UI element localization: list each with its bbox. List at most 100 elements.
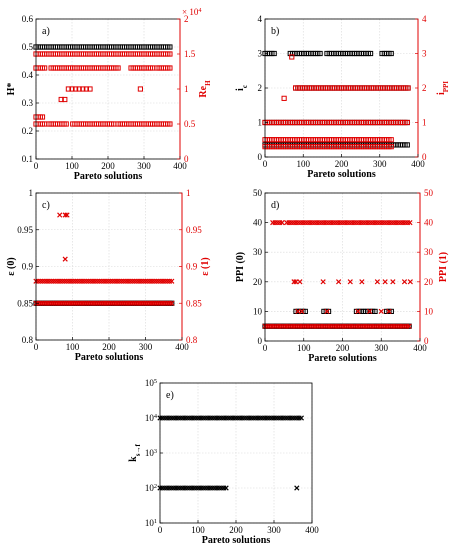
x-tick-label: 400	[173, 161, 187, 171]
data-point	[382, 279, 388, 285]
data-point	[65, 86, 72, 92]
x-tick-label: 400	[305, 525, 319, 535]
y-axis-label: ε (0)	[6, 257, 17, 275]
data-point	[169, 278, 175, 284]
data-point	[347, 279, 353, 285]
data-band	[262, 144, 394, 150]
data-point	[359, 279, 365, 285]
data-point	[317, 50, 323, 57]
x-tick-label: 300	[267, 525, 281, 535]
right-axis-exponent: × 104	[182, 7, 202, 18]
data-point	[73, 86, 79, 92]
y-tick-label: 0.8	[22, 335, 34, 345]
data-point	[294, 485, 300, 491]
chart-panel-d: 0 100 200 300 4000102030405001020304050d)Par…	[235, 188, 449, 364]
x-tick-label: 400	[175, 342, 189, 352]
y-tick-label: 10	[253, 306, 263, 316]
y-tick-label: 1	[29, 188, 34, 198]
data-point	[167, 51, 173, 57]
panel-label: e)	[166, 390, 174, 401]
data-point	[39, 114, 46, 120]
y-right-tick-label: 3	[422, 49, 427, 59]
y-tick-label: 0	[258, 336, 263, 346]
data-point	[291, 279, 297, 285]
y-tick-label: 1	[258, 118, 263, 128]
series-c-1	[33, 212, 175, 306]
data-band	[33, 278, 175, 284]
y-tick-label: 0.95	[17, 225, 33, 235]
y-tick-label: 0.2	[22, 126, 33, 136]
data-point	[367, 308, 373, 315]
y-right-tick-label: 20	[424, 277, 434, 287]
y-right-tick-label: 1	[184, 84, 189, 94]
x-tick-label: 200	[229, 525, 243, 535]
panel-label: a)	[42, 26, 50, 37]
data-point	[69, 86, 75, 92]
y-right-tick-label: 0.8	[186, 335, 198, 345]
data-point	[115, 65, 121, 71]
data-point	[64, 212, 70, 218]
y-right-tick-label: 0.9	[186, 262, 198, 272]
data-point	[80, 86, 86, 92]
data-point	[336, 279, 342, 285]
data-point	[58, 96, 64, 103]
y-tick-label: 0.6	[22, 14, 34, 24]
y-tick-label: 50	[253, 188, 263, 198]
y-right-tick-label: 50	[424, 188, 434, 198]
data-band	[33, 51, 173, 57]
y-right-tick-label: 1.5	[184, 49, 196, 59]
data-point	[281, 95, 287, 101]
data-band	[33, 65, 173, 71]
y-tick-label: 104	[145, 413, 158, 424]
x-tick-label: 100	[297, 343, 311, 353]
y-tick-label: 101	[145, 518, 157, 529]
data-point	[83, 86, 90, 92]
x-tick-label: 0	[263, 159, 268, 169]
data-point	[167, 44, 173, 50]
data-point	[62, 256, 68, 262]
data-point	[167, 65, 173, 71]
chart-panel-e: 0 100 200 300 400 101 102 103 104 105 e) Pareto sol…	[128, 378, 319, 547]
data-point	[404, 119, 410, 126]
data-point	[299, 308, 305, 315]
x-tick-label: 100	[297, 159, 311, 169]
data-point	[289, 54, 295, 60]
data-point	[279, 219, 285, 226]
x-tick-label: 0	[34, 161, 39, 171]
y-tick-label: 103	[145, 448, 157, 459]
y-right-tick-label: 1	[186, 188, 191, 198]
x-tick-label: 300	[375, 343, 389, 353]
y-right-tick-label: 30	[424, 247, 434, 257]
data-point	[388, 144, 394, 150]
x-axis-label: Pareto solutions	[202, 535, 271, 546]
y-right-tick-label: 1	[422, 118, 427, 128]
x-tick-label: 200	[102, 342, 116, 352]
data-band	[33, 300, 175, 306]
x-tick-label: 300	[137, 161, 151, 171]
x-axis-label: Pareto solutions	[308, 353, 377, 364]
data-point	[405, 85, 411, 91]
y-right-tick-label: 0.5	[184, 119, 196, 129]
x-tick-label: 100	[65, 161, 79, 171]
data-point	[407, 279, 413, 285]
x-tick-label: 0	[158, 525, 163, 535]
y-right-tick-label: 0	[424, 336, 429, 346]
x-tick-label: 300	[139, 342, 153, 352]
x-tick-label: 300	[373, 159, 387, 169]
y-axis-label: ic	[235, 85, 249, 91]
data-point	[76, 86, 82, 92]
x-tick-label: 100	[66, 342, 80, 352]
y-right-axis-label: ε (1)	[200, 257, 211, 275]
y-right-tick-label: 4	[422, 14, 427, 24]
data-point	[137, 86, 144, 92]
y-right-tick-label: 10	[424, 306, 434, 316]
y-right-tick-label: 0.95	[186, 225, 202, 235]
x-tick-label: 400	[411, 159, 425, 169]
x-axis-label: Pareto solutions	[75, 352, 144, 363]
x-axis-label: Pareto solutions	[307, 169, 376, 180]
data-point	[406, 323, 412, 329]
x-tick-label: 200	[336, 343, 350, 353]
data-point	[404, 142, 410, 148]
y-right-tick-label: 2	[422, 83, 427, 93]
